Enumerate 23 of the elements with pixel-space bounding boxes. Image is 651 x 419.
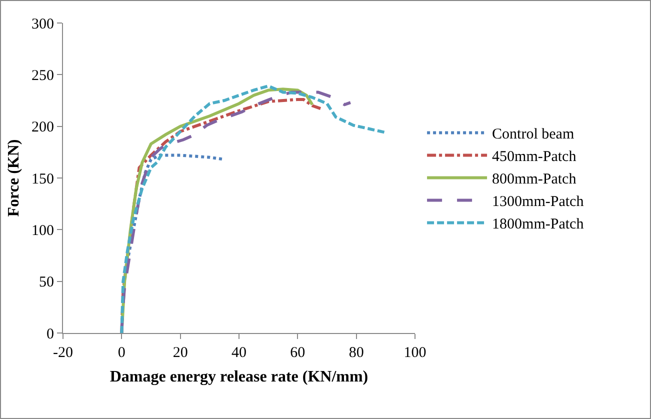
y-axis-title: Force (KN) (5, 139, 22, 217)
y-tick-label: 300 (32, 16, 54, 32)
legend-label: 800mm-Patch (492, 172, 577, 188)
y-tick-label: 250 (32, 68, 54, 84)
line-series (120, 84, 388, 333)
legend-label: Control beam (492, 126, 574, 143)
x-tick-label: 20 (172, 345, 188, 361)
legend-label: 1800mm-Patch (492, 216, 584, 233)
x-tick-label: 100 (404, 345, 426, 361)
y-tick-label: 50 (39, 274, 54, 291)
x-tick-label: 60 (290, 345, 306, 361)
x-tick-label: 0 (118, 345, 126, 361)
x-tick-label: 40 (232, 345, 246, 361)
legend-label: 1300mm-Patch (492, 194, 584, 210)
legend-label: 450mm-Patch (492, 149, 577, 166)
y-tick-label: 100 (32, 222, 54, 239)
y-tick-label: 0 (46, 326, 54, 342)
line-series (120, 90, 352, 333)
x-axis-title: Damage energy release rate (KN/mm) (110, 368, 368, 386)
y-tick-label: 150 (32, 171, 54, 188)
y-tick-label: 200 (32, 120, 54, 136)
x-tick-label: 80 (348, 345, 364, 361)
x-tick-label: -20 (53, 345, 73, 361)
